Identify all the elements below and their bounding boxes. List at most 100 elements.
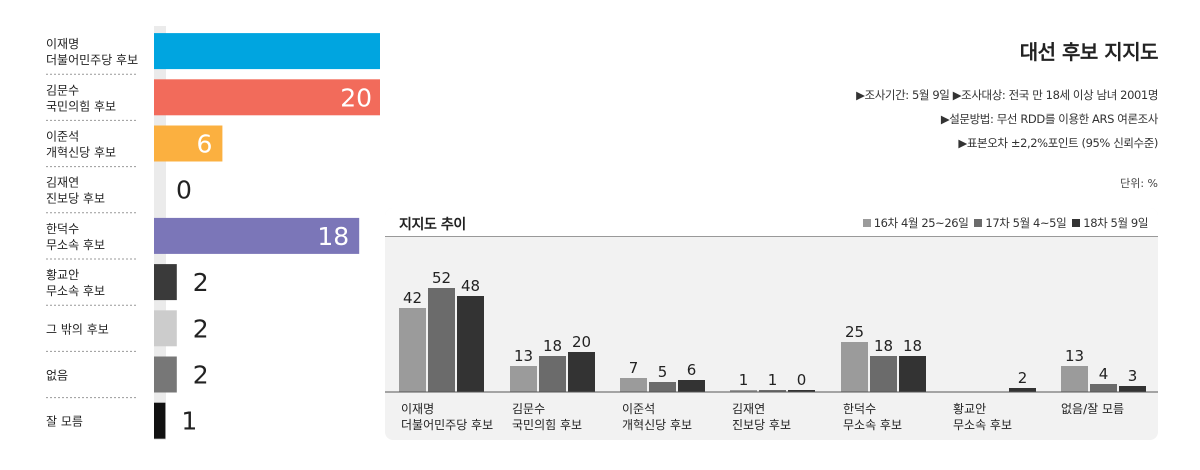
trend-value-label: 42 xyxy=(403,289,422,307)
trend-bar xyxy=(899,356,926,392)
trend-bar xyxy=(568,352,595,392)
bar-value-label: 6 xyxy=(196,130,212,159)
category-label-line: 이준석 xyxy=(46,130,79,144)
trend-value-label: 20 xyxy=(572,333,591,351)
trend-value-label: 3 xyxy=(1128,367,1138,385)
trend-bar xyxy=(457,296,484,392)
trend-bar xyxy=(1119,386,1146,392)
trend-value-label: 2 xyxy=(1018,369,1028,387)
trend-header: 지지도 추이 16차 4월 25~26일 17차 5월 4~5일 18차 5월 … xyxy=(385,208,1158,237)
trend-value-label: 13 xyxy=(1065,347,1084,365)
trend-category-label: 없음/잘 모름 xyxy=(1061,402,1124,416)
trend-value-label: 18 xyxy=(903,337,922,355)
bar-1 xyxy=(154,79,380,116)
trend-category-label: 이준석 개혁신당 후보 xyxy=(622,402,692,432)
trend-bar xyxy=(788,390,815,392)
legend-item-18: 18차 5월 9일 xyxy=(1072,215,1148,231)
category-label-line: 개혁신당 후보 xyxy=(46,146,116,160)
category-label-line: 무소속 후보 xyxy=(46,284,105,298)
bar-value-label: 2 xyxy=(193,361,209,390)
category-label-line: 그 밖의 후보 xyxy=(46,322,109,336)
category-label: 없음 xyxy=(46,369,68,383)
trend-bar xyxy=(759,390,786,392)
trend-bar xyxy=(399,308,426,392)
legend-item-16: 16차 4월 25~26일 xyxy=(862,215,969,231)
survey-method-info: ▶설문방법: 무선 RDD를 이용한 ARS 여론조사 xyxy=(940,112,1159,126)
trend-panel: 지지도 추이 16차 4월 25~26일 17차 5월 4~5일 18차 5월 … xyxy=(385,208,1158,440)
trend-category-line: 이재명 xyxy=(401,402,434,416)
category-label-line: 김문수 xyxy=(46,83,79,97)
trend-bar xyxy=(428,288,455,392)
category-label-line: 없음 xyxy=(46,369,68,383)
category-label: 잘 모름 xyxy=(46,415,83,429)
bar-5 xyxy=(154,264,177,301)
trend-value-label: 0 xyxy=(797,371,807,389)
trend-category-line: 이준석 xyxy=(622,402,655,416)
category-label-line: 김재연 xyxy=(46,176,79,190)
trend-bar xyxy=(1090,384,1117,392)
trend-value-label: 25 xyxy=(845,323,864,341)
chart-title: 대선 후보 지지도 xyxy=(1019,40,1159,64)
bar-value-label: 2 xyxy=(193,314,209,343)
trend-category-line: 김문수 xyxy=(512,402,545,416)
trend-bar xyxy=(841,342,868,392)
trend-value-label: 4 xyxy=(1099,365,1109,383)
category-label: 그 밖의 후보 xyxy=(46,322,109,336)
trend-category-line: 무소속 후보 xyxy=(953,418,1012,432)
trend-category-label: 김문수 국민의힘 후보 xyxy=(512,402,582,432)
legend-label: 17차 5월 4~5일 xyxy=(985,216,1067,230)
trend-value-label: 7 xyxy=(629,359,639,377)
trend-value-label: 18 xyxy=(874,337,893,355)
bar-0 xyxy=(154,33,380,70)
trend-category-line: 진보당 후보 xyxy=(732,418,791,432)
bar-value-label: 2 xyxy=(193,268,209,297)
sampling-error-info: ▶표본오차 ±2,2%포인트 (95% 신뢰수준) xyxy=(958,136,1158,150)
category-label-line: 국민의힘 후보 xyxy=(46,99,116,113)
bar-7 xyxy=(154,356,177,393)
trend-value-label: 13 xyxy=(514,347,533,365)
trend-value-label: 1 xyxy=(768,371,778,389)
category-label: 이재명 더불어민주당 후보 xyxy=(46,37,138,67)
legend-swatch xyxy=(1072,219,1081,227)
unit-label: 단위: % xyxy=(1120,177,1158,190)
trend-bar xyxy=(649,382,676,392)
trend-value-label: 6 xyxy=(687,361,697,379)
bar-4 xyxy=(154,217,360,254)
legend-swatch xyxy=(862,219,871,227)
trend-value-label: 1 xyxy=(739,371,749,389)
legend-item-17: 17차 5월 4~5일 xyxy=(974,215,1067,231)
trend-category-line: 없음/잘 모름 xyxy=(1061,402,1124,416)
legend-label: 16차 4월 25~26일 xyxy=(873,216,969,230)
trend-bar xyxy=(539,356,566,392)
trend-bar xyxy=(870,356,897,392)
bar-value-label: 18 xyxy=(317,222,349,251)
legend-swatch xyxy=(974,219,983,227)
trend-category-line: 한덕수 xyxy=(843,402,876,416)
category-label-line: 황교안 xyxy=(46,268,79,282)
category-label: 한덕수 무소속 후보 xyxy=(46,222,105,252)
trend-category-line: 김재연 xyxy=(732,402,765,416)
category-label-line: 한덕수 xyxy=(46,222,79,236)
trend-value-label: 48 xyxy=(461,277,480,295)
bar-value-label: 1 xyxy=(181,407,197,436)
trend-category-label: 한덕수 무소속 후보 xyxy=(843,402,902,432)
trend-category-line: 더불어민주당 후보 xyxy=(401,418,493,432)
trend-bar xyxy=(678,380,705,392)
trend-value-label: 5 xyxy=(658,363,668,381)
trend-bar xyxy=(730,390,757,392)
trend-value-label: 18 xyxy=(543,337,562,355)
bar-value-label: 20 xyxy=(340,83,372,112)
trend-bar xyxy=(1009,388,1036,392)
category-label-line: 진보당 후보 xyxy=(46,192,105,206)
bar-8 xyxy=(154,402,166,439)
survey-period-info: ▶조사기간: 5월 9일 ▶조사대상: 전국 만 18세 이상 남녀 2001명 xyxy=(856,88,1158,102)
trend-legend: 16차 4월 25~26일 17차 5월 4~5일 18차 5월 9일 xyxy=(862,215,1148,231)
trend-category-line: 황교안 xyxy=(953,402,986,416)
